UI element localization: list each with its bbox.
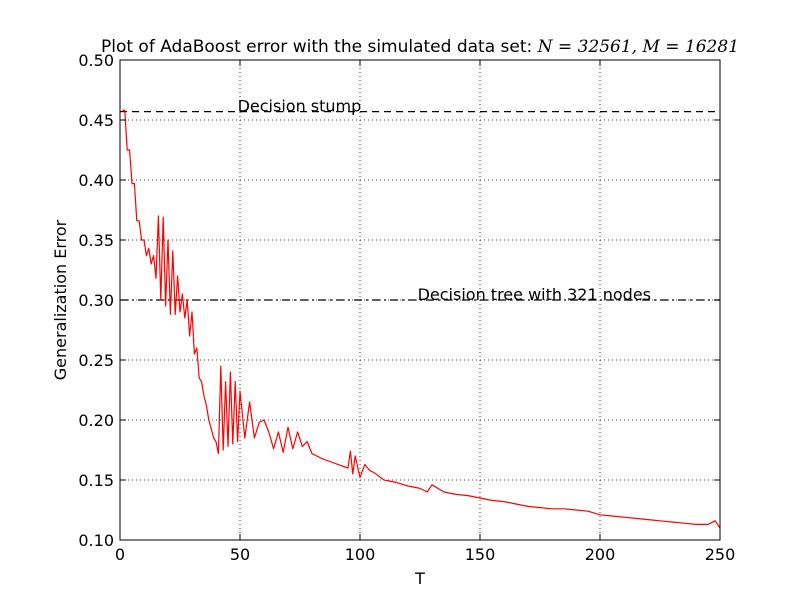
reference-line-label: Decision tree with 321 nodes [418, 285, 651, 304]
x-tick-labels: 0 50 100 150 200 250 [115, 545, 735, 564]
plot-area: Decision stump Decision tree with 321 nod… [119, 59, 721, 541]
reference-line-label: Decision stump [238, 97, 362, 116]
x-tick-label: 0 [115, 545, 125, 564]
chart-title: Plot of AdaBoost error with the simulate… [101, 37, 739, 57]
y-tick-labels: 0.10 0.15 0.20 0.25 0.30 0.35 0.40 0.45 0.50 [78, 51, 114, 550]
y-tick-label: 0.25 [78, 351, 114, 370]
x-tick-label: 250 [705, 545, 736, 564]
y-tick-label: 0.10 [78, 531, 114, 550]
x-tick-label: 50 [230, 545, 250, 564]
x-tick-label: 200 [585, 545, 616, 564]
y-tick-label: 0.15 [78, 471, 114, 490]
y-tick-label: 0.30 [78, 291, 114, 310]
y-tick-label: 0.35 [78, 231, 114, 250]
y-tick-label: 0.20 [78, 411, 114, 430]
y-axis-title: Generalization Error [51, 219, 70, 380]
chart-title-text: Plot of AdaBoost error with the simulate… [101, 37, 538, 57]
series-layer [122, 109, 721, 529]
x-axis-title: T [414, 569, 425, 588]
y-tick-label: 0.45 [78, 111, 114, 130]
tick-marks [119, 59, 721, 541]
chart-title-math: N = 32561, M = 16281 [537, 37, 739, 57]
y-tick-label: 0.50 [78, 51, 114, 70]
x-tick-label: 100 [345, 545, 376, 564]
y-tick-label: 0.40 [78, 171, 114, 190]
series-line [122, 109, 721, 529]
reference-lines: Decision stump Decision tree with 321 nod… [120, 97, 720, 304]
x-tick-label: 150 [465, 545, 496, 564]
